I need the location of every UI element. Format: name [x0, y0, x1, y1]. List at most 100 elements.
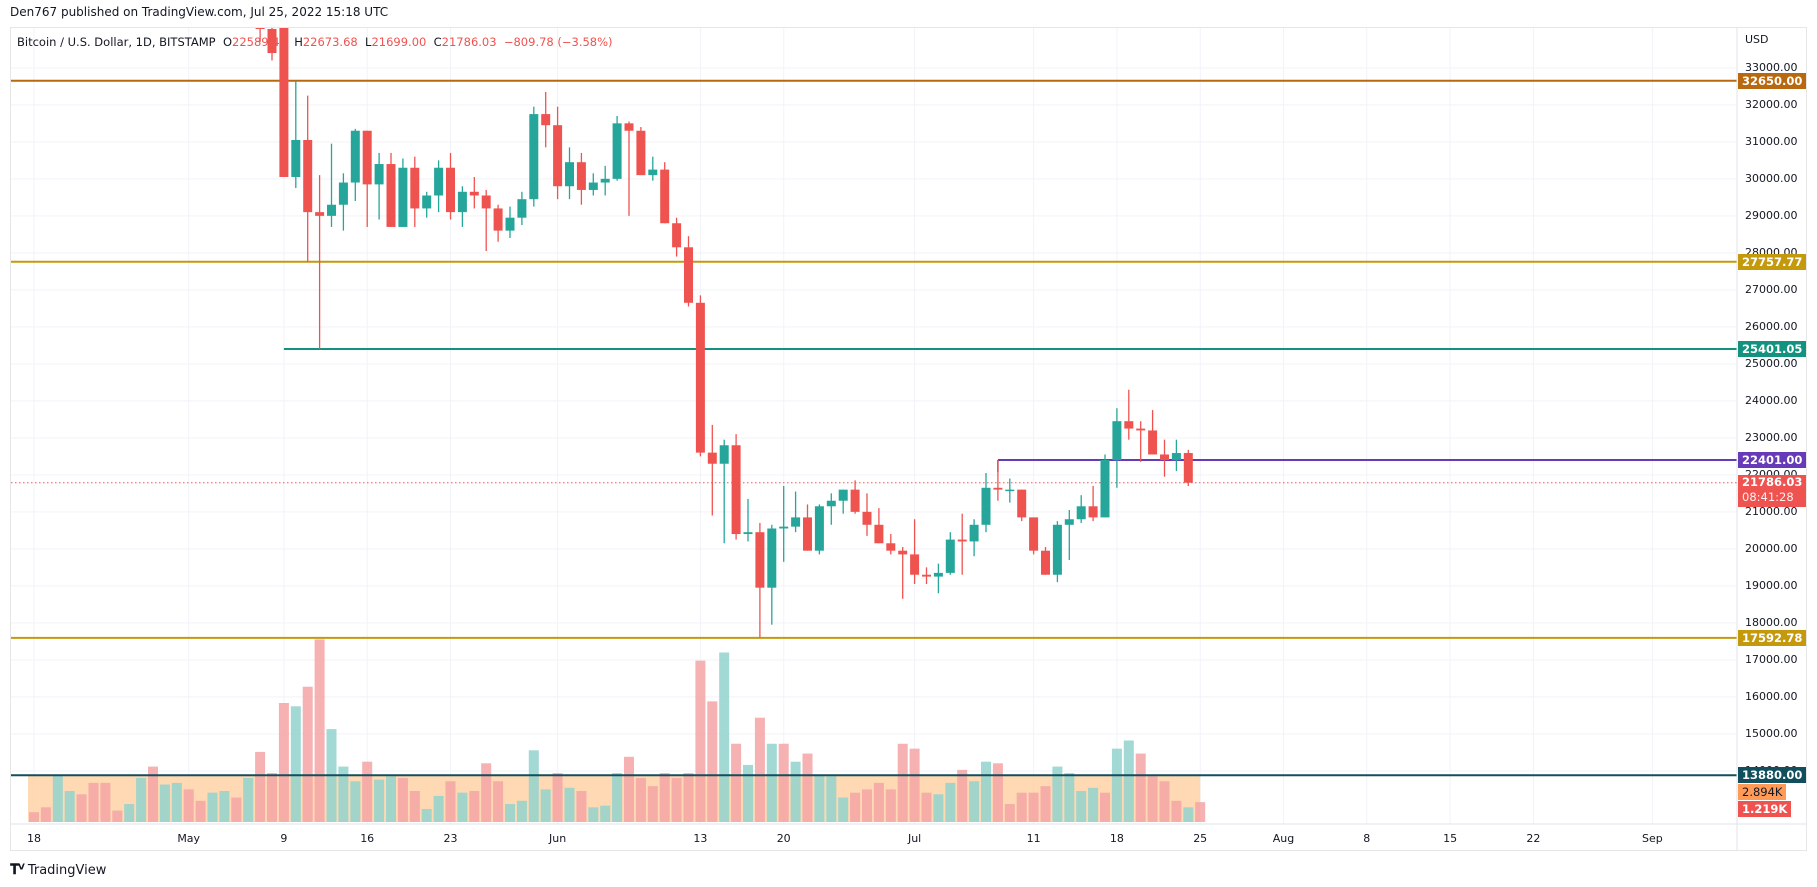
candle: [338, 173, 348, 231]
candle: [826, 493, 836, 525]
candle: [862, 493, 872, 536]
time-tick: 25: [1193, 832, 1208, 845]
price-tick: 21000.00: [1745, 504, 1798, 518]
candle: [1017, 489, 1027, 522]
candle: [350, 128, 360, 202]
price-tick: 23000.00: [1745, 430, 1798, 444]
time-tick: 13: [693, 832, 708, 845]
price-tick: 26000.00: [1745, 319, 1798, 333]
candle: [505, 206, 515, 239]
candle: [1029, 517, 1039, 555]
candle: [1100, 454, 1110, 518]
candle: [493, 204, 503, 242]
candle: [933, 563, 943, 594]
candle: [1052, 521, 1062, 583]
level-price-label: 27757.77: [1738, 253, 1807, 270]
candle: [279, 28, 289, 177]
low-value: 21699.00: [371, 35, 427, 49]
candle: [541, 91, 551, 148]
brand-name: TradingView: [27, 862, 107, 878]
candle: [1160, 439, 1169, 477]
candle: [814, 504, 824, 555]
price-tick: 16000.00: [1745, 689, 1798, 703]
time-tick: 23: [443, 832, 458, 845]
time-tick: 18: [27, 832, 41, 845]
price-tick: 17000.00: [1745, 652, 1798, 666]
price-tick: 30000.00: [1745, 171, 1798, 185]
level-price-label: 17592.78: [1738, 629, 1807, 646]
candle: [969, 519, 979, 557]
last-price-value: 21786.03: [1742, 474, 1803, 489]
level-price-label: 25401.05: [1738, 340, 1807, 357]
candle: [576, 152, 586, 205]
candle: [755, 522, 765, 638]
candle: [1183, 449, 1193, 486]
candle: [922, 567, 931, 584]
time-tick: 8: [1363, 832, 1371, 845]
time-tick: Sep: [1642, 832, 1663, 845]
candle: [374, 152, 384, 220]
candle: [398, 158, 408, 227]
time-tick: Jul: [907, 832, 922, 845]
high-value: 22673.68: [302, 35, 358, 49]
candle: [695, 295, 705, 457]
price-tick: 32000.00: [1745, 97, 1798, 111]
price-tick: 18000.00: [1745, 615, 1798, 629]
time-tick: Aug: [1272, 832, 1295, 845]
ohlc-legend: Bitcoin / U.S. Dollar, 1D, BITSTAMP O225…: [17, 35, 613, 49]
candle: [743, 498, 753, 542]
candle: [981, 472, 991, 533]
candle: [303, 95, 313, 263]
time-tick: Jun: [549, 832, 567, 845]
candle: [267, 28, 277, 61]
footer: 𝐓ⱽ TradingView: [10, 862, 106, 878]
candle: [1124, 389, 1134, 440]
candle: [684, 236, 693, 307]
candle: [648, 156, 658, 181]
candle: [553, 106, 563, 200]
candle: [315, 175, 325, 349]
candle: [327, 143, 336, 227]
time-tick: 18: [1109, 832, 1124, 845]
last-price-label: 21786.03 08:41:28: [1738, 474, 1807, 507]
candle: [612, 115, 622, 181]
price-tick: 15000.00: [1745, 726, 1798, 740]
candle: [910, 519, 920, 584]
candle: [767, 524, 777, 625]
time-tick: 22: [1526, 832, 1541, 845]
time-tick: 16: [360, 832, 375, 845]
publish-info: Den767 published on TradingView.com, Jul…: [10, 5, 389, 19]
candle: [874, 508, 884, 544]
candle: [255, 28, 265, 42]
candle: [446, 152, 455, 220]
candle: [993, 460, 1003, 501]
candle: [422, 191, 432, 218]
candle: [803, 504, 812, 551]
price-tick: 29000.00: [1745, 208, 1798, 222]
level-price-label: 22401.00: [1738, 452, 1807, 468]
candle: [886, 534, 896, 555]
candle: [1005, 478, 1015, 503]
candle: [624, 121, 634, 216]
time-tick: 11: [1026, 832, 1041, 845]
level-price-label: 13880.00: [1738, 767, 1807, 784]
candle: [565, 147, 574, 200]
candle: [291, 80, 301, 189]
price-tick: 19000.00: [1745, 578, 1798, 592]
time-tick: 20: [776, 832, 791, 845]
candle: [850, 480, 860, 514]
candle: [707, 424, 717, 516]
candle: [600, 165, 610, 196]
candle: [898, 546, 908, 599]
price-tick: 33000.00: [1745, 60, 1798, 74]
candle: [588, 173, 598, 196]
candle: [1148, 410, 1158, 455]
candle: [672, 217, 682, 257]
candle: [469, 176, 479, 209]
candle: [386, 152, 396, 227]
candle: [636, 127, 646, 176]
close-value: 21786.03: [441, 35, 497, 49]
candle: [481, 189, 491, 251]
price-tick: 31000.00: [1745, 134, 1798, 148]
